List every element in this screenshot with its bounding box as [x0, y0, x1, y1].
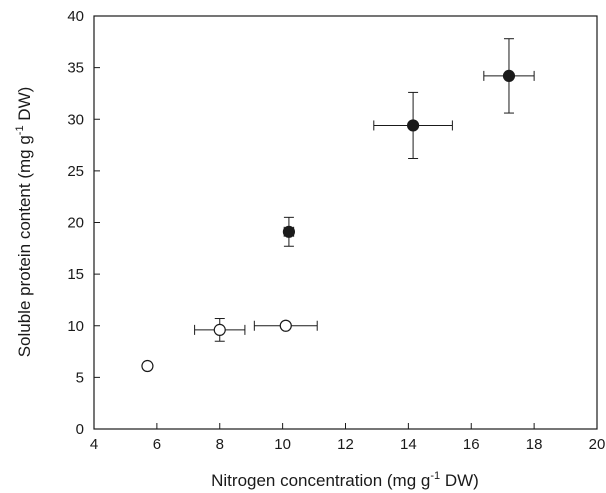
filled-circle-marker [282, 225, 296, 238]
x-tick-label: 14 [400, 436, 417, 453]
filled-circle-marker [502, 69, 516, 82]
y-tick-label: 10 [67, 318, 84, 335]
x-tick-label: 18 [526, 436, 543, 453]
filled-circle-marker [406, 119, 420, 132]
open-data-point [194, 318, 246, 342]
x-tick-label: 16 [463, 436, 480, 453]
y-axis-title: Soluble protein content (mg g-1 DW) [14, 87, 34, 358]
y-tick-label: 35 [67, 60, 84, 77]
filled-data-point [282, 216, 296, 247]
open-circle-marker [279, 319, 292, 332]
plot-frame [93, 15, 598, 430]
data-marks-group [141, 38, 535, 373]
plot-frame-group [93, 15, 598, 430]
x-tick-label: 20 [589, 436, 606, 453]
y-tick-label: 40 [67, 8, 84, 25]
filled-data-point [373, 91, 453, 159]
open-data-point [141, 359, 154, 373]
x-tick-label: 8 [216, 436, 224, 453]
x-tick-label: 12 [337, 436, 354, 453]
y-tick-label: 5 [76, 369, 84, 386]
x-tick-label: 10 [274, 436, 291, 453]
open-circle-marker [141, 359, 154, 373]
y-tick-label: 25 [67, 163, 84, 180]
y-tick-label: 20 [67, 215, 84, 232]
y-tick-label: 30 [67, 111, 84, 128]
x-axis-title: Nitrogen concentration (mg g-1 DW) [211, 470, 479, 490]
open-data-point [253, 319, 318, 332]
y-tick-label: 15 [67, 266, 84, 283]
open-circle-marker [213, 323, 226, 336]
filled-data-point [483, 38, 535, 114]
x-tick-label: 4 [90, 436, 98, 453]
x-tick-label: 6 [153, 436, 161, 453]
y-tick-label: 0 [76, 421, 84, 438]
axis-ticks-group: 4 6 8 10 12 14 16 18 20 0 5 10 15 20 25 30 35 40 [67, 8, 605, 453]
